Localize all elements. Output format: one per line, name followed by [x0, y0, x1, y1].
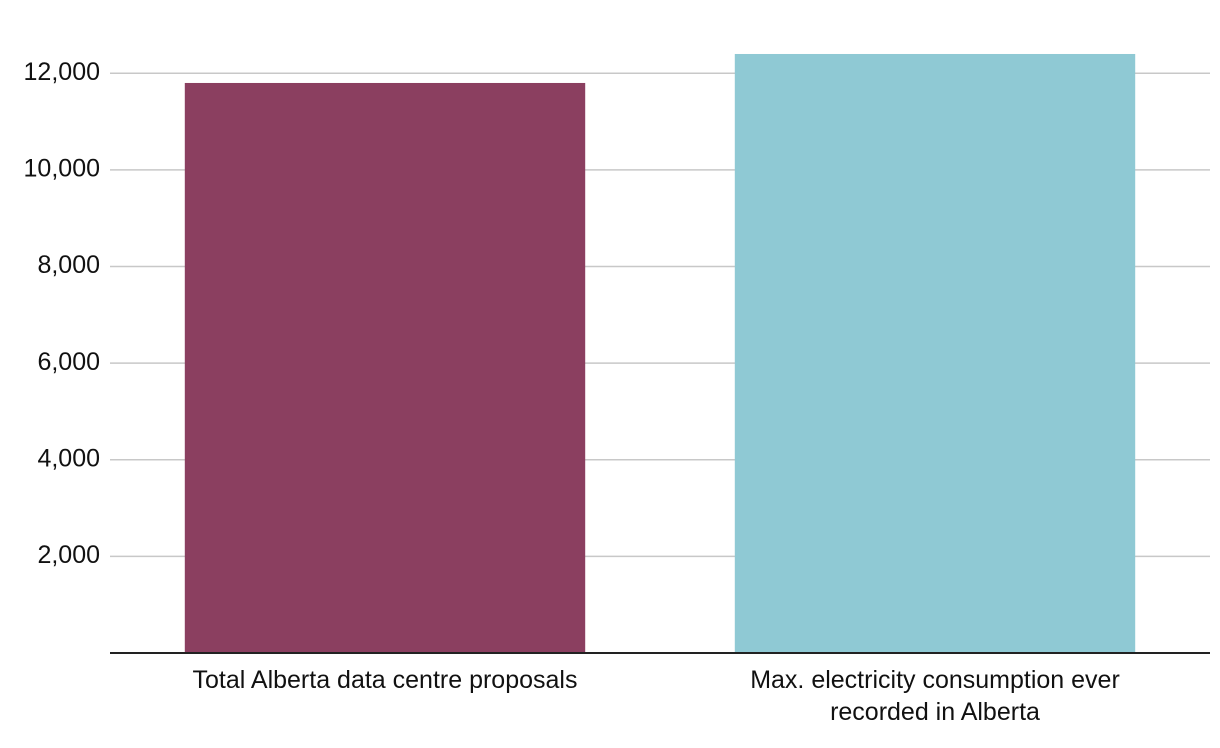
y-tick-label: 6,000	[37, 348, 100, 376]
x-tick-label: Max. electricity consumption ever record…	[750, 666, 1120, 726]
y-tick-label: 8,000	[37, 251, 100, 279]
bar	[184, 82, 586, 653]
y-tick-label: 10,000	[24, 155, 100, 183]
x-tick-label: Total Alberta data centre proposals	[192, 666, 578, 694]
y-tick-label: 12,000	[24, 58, 100, 86]
bar	[734, 53, 1136, 653]
y-tick-label: 2,000	[37, 541, 100, 569]
y-tick-label: 4,000	[37, 444, 100, 472]
